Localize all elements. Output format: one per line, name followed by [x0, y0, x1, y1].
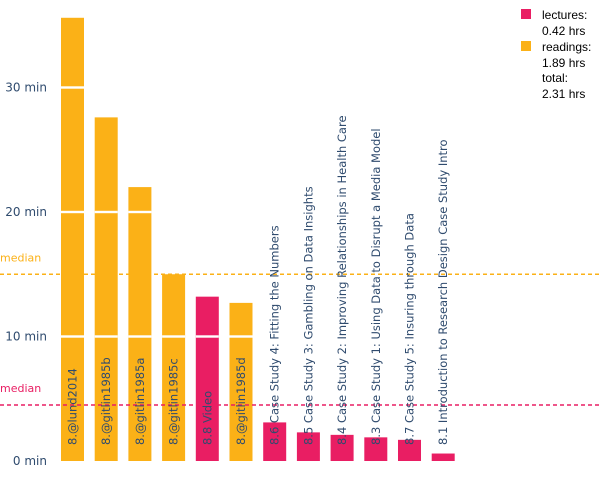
- bar-segment-divider: [61, 335, 84, 338]
- bar-segment-divider: [128, 335, 152, 338]
- bar-lectures: [398, 439, 421, 461]
- bar-lectures: [195, 296, 219, 461]
- bar-label: 8.4 Case Study 2: Improving Relationship…: [335, 115, 349, 445]
- legend-total-value: 2.31 hrs: [542, 87, 585, 101]
- bar-lectures: [431, 453, 455, 461]
- bar-segment-divider: [61, 210, 84, 214]
- bar-segment-divider: [94, 210, 118, 214]
- bar-lectures: [296, 432, 320, 461]
- bar-lectures: [263, 422, 287, 461]
- bar-readings: [162, 274, 186, 461]
- bar-labels: 8.@lund2014 8.@gitlin1985b 8.@gitlin1985a 8…: [66, 115, 451, 445]
- bar-lectures: [330, 434, 354, 461]
- bar-segment-divider: [229, 335, 253, 338]
- bar-label: 8.3 Case Study 1: Using Data to Disrupt …: [369, 128, 383, 445]
- y-tick-label: 30 min: [5, 81, 47, 95]
- bars: [61, 17, 455, 462]
- legend-label-readings: readings:: [542, 40, 591, 54]
- legend: lectures: 0.42 hrs readings: 1.89 hrs to…: [521, 8, 591, 101]
- median-lines: median median: [0, 251, 600, 406]
- bar-label: 8.5 Case Study 3: Gambling on Data Insig…: [301, 186, 315, 445]
- bar-segment-divider: [61, 86, 84, 89]
- bar-segment-divider: [94, 335, 118, 338]
- bar-segment-divider: [162, 335, 186, 338]
- bar-label: 8.@gitlin1985d: [234, 357, 248, 445]
- median-label-lectures: median: [0, 382, 41, 395]
- bar-readings: [229, 302, 253, 461]
- bar-label: 8.7 Case Study 5: Insuring through Data: [403, 213, 417, 445]
- bar-label: 8.6 Case Study 4: Fitting the Numbers: [268, 225, 282, 445]
- legend-value-lectures: 0.42 hrs: [542, 24, 585, 38]
- bar-label: 8.1 Introduction to Research Design Case…: [436, 139, 450, 445]
- bar-label: 8.8 Video: [200, 391, 214, 445]
- y-tick-label: 10 min: [5, 330, 47, 344]
- y-tick-label: 20 min: [5, 205, 47, 219]
- bar-segment-divider: [195, 335, 219, 338]
- legend-swatch-readings: [521, 41, 531, 51]
- bar-readings: [94, 117, 118, 461]
- y-tick-label: 0 min: [13, 454, 47, 468]
- legend-label-lectures: lectures:: [542, 8, 587, 22]
- legend-value-readings: 1.89 hrs: [542, 56, 585, 70]
- bar-readings: [128, 187, 152, 461]
- bar-segment-divider: [128, 210, 152, 214]
- bar-label: 8.@gitlin1985a: [133, 358, 147, 445]
- bar-label: 8.@lund2014: [66, 368, 80, 445]
- bar-label: 8.@gitlin1985c: [167, 358, 181, 445]
- legend-swatch-lectures: [521, 9, 531, 19]
- bar-lectures: [364, 437, 388, 461]
- y-axis: 0 min 10 min 20 min 30 min: [5, 81, 47, 469]
- bar-readings: [61, 17, 84, 462]
- legend-total-label: total:: [542, 71, 568, 85]
- bar-label: 8.@gitlin1985b: [99, 357, 113, 445]
- median-label-readings: median: [0, 251, 41, 264]
